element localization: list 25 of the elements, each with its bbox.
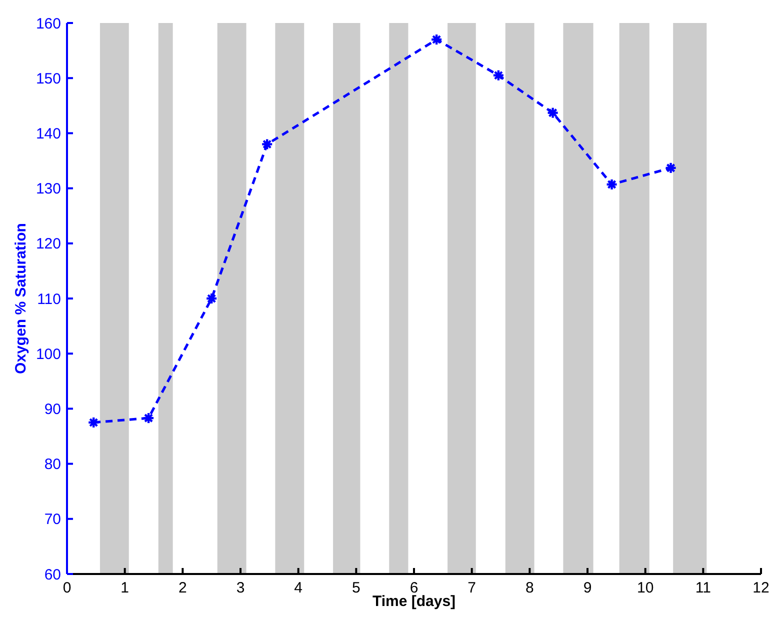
x-tick-label: 11 xyxy=(695,580,711,597)
y-tick-label: 130 xyxy=(36,180,61,198)
x-tick-label: 1 xyxy=(120,580,130,597)
x-tick-label: 7 xyxy=(468,580,476,597)
y-tick-label: 150 xyxy=(36,70,61,88)
x-tick-label: 2 xyxy=(178,580,187,597)
x-tick-label: 3 xyxy=(236,580,245,597)
x-tick-label: 8 xyxy=(525,580,534,597)
x-tick-label: 4 xyxy=(294,580,303,597)
y-tick-label: 80 xyxy=(44,456,61,474)
x-axis-title: Time [days] xyxy=(372,593,456,610)
y-tick-label: 160 xyxy=(36,15,61,32)
y-tick-label: 90 xyxy=(44,401,61,418)
x-tick-label: 0 xyxy=(62,580,72,597)
y-tick-label: 110 xyxy=(37,290,61,308)
x-tick-label: 5 xyxy=(352,580,360,597)
x-tick-label: 10 xyxy=(636,580,654,597)
x-tick-label: 9 xyxy=(583,580,592,597)
y-tick-label: 60 xyxy=(44,566,61,584)
y-tick-label: 100 xyxy=(36,346,61,363)
y-tick-label: 70 xyxy=(44,511,61,528)
x-tick-label: 12 xyxy=(752,580,770,597)
y-tick-label: 120 xyxy=(36,236,61,253)
y-axis-title: Oxygen % Saturation xyxy=(12,223,30,374)
y-tick-label: 140 xyxy=(36,126,61,143)
